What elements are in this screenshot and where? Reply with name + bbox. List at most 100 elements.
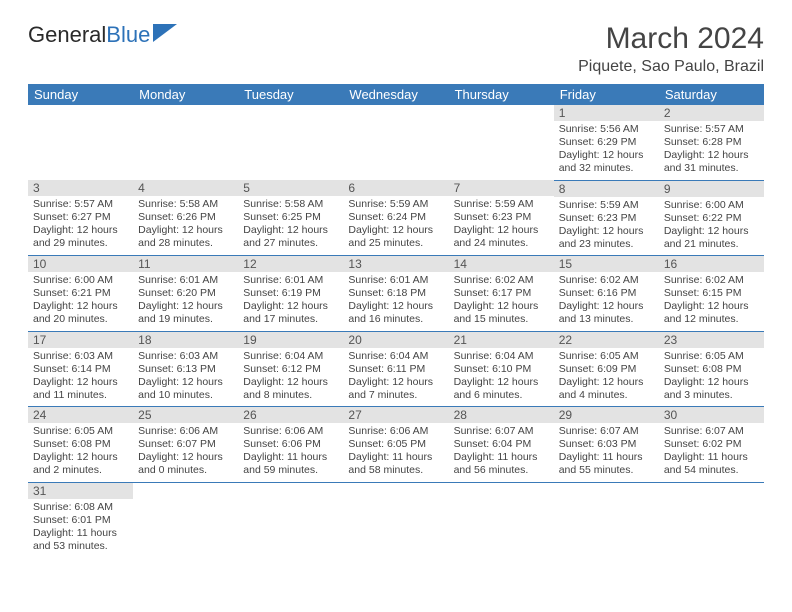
day-d1: Daylight: 12 hours [138,300,233,313]
day-number: 30 [659,407,764,423]
day-ss: Sunset: 6:14 PM [33,363,128,376]
calendar-cell [238,105,343,180]
day-ss: Sunset: 6:21 PM [33,287,128,300]
calendar-cell: 7Sunrise: 5:59 AMSunset: 6:23 PMDaylight… [449,180,554,256]
calendar-cell: 25Sunrise: 6:06 AMSunset: 6:07 PMDayligh… [133,407,238,483]
day-details: Sunrise: 6:05 AMSunset: 6:08 PMDaylight:… [659,348,764,407]
day-ss: Sunset: 6:27 PM [33,211,128,224]
day-d2: and 28 minutes. [138,237,233,250]
day-ss: Sunset: 6:18 PM [348,287,443,300]
day-ss: Sunset: 6:24 PM [348,211,443,224]
dow-wednesday: Wednesday [343,84,448,105]
day-number: 13 [343,256,448,272]
day-number: 14 [449,256,554,272]
day-number: 12 [238,256,343,272]
day-d2: and 23 minutes. [559,238,654,251]
day-number: 8 [554,181,659,197]
day-sr: Sunrise: 6:01 AM [243,274,338,287]
day-d1: Daylight: 11 hours [664,451,759,464]
calendar-cell: 28Sunrise: 6:07 AMSunset: 6:04 PMDayligh… [449,407,554,483]
calendar-cell: 5Sunrise: 5:58 AMSunset: 6:25 PMDaylight… [238,180,343,256]
calendar-cell [659,482,764,557]
day-details: Sunrise: 5:57 AMSunset: 6:28 PMDaylight:… [659,121,764,180]
dow-saturday: Saturday [659,84,764,105]
dow-thursday: Thursday [449,84,554,105]
calendar-cell: 21Sunrise: 6:04 AMSunset: 6:10 PMDayligh… [449,331,554,407]
day-number: 1 [554,105,659,121]
day-number: 16 [659,256,764,272]
day-details: Sunrise: 6:06 AMSunset: 6:05 PMDaylight:… [343,423,448,482]
day-details: Sunrise: 5:58 AMSunset: 6:25 PMDaylight:… [238,196,343,255]
day-sr: Sunrise: 6:05 AM [33,425,128,438]
day-d2: and 58 minutes. [348,464,443,477]
day-details: Sunrise: 6:01 AMSunset: 6:19 PMDaylight:… [238,272,343,331]
calendar-cell: 10Sunrise: 6:00 AMSunset: 6:21 PMDayligh… [28,256,133,332]
day-details: Sunrise: 5:58 AMSunset: 6:26 PMDaylight:… [133,196,238,255]
calendar-cell: 29Sunrise: 6:07 AMSunset: 6:03 PMDayligh… [554,407,659,483]
day-d2: and 25 minutes. [348,237,443,250]
day-sr: Sunrise: 6:04 AM [348,350,443,363]
day-d1: Daylight: 12 hours [454,300,549,313]
day-d2: and 27 minutes. [243,237,338,250]
day-details: Sunrise: 6:07 AMSunset: 6:03 PMDaylight:… [554,423,659,482]
calendar-cell: 16Sunrise: 6:02 AMSunset: 6:15 PMDayligh… [659,256,764,332]
day-number: 11 [133,256,238,272]
day-number: 2 [659,105,764,121]
day-sr: Sunrise: 5:57 AM [33,198,128,211]
day-d2: and 4 minutes. [559,389,654,402]
day-d2: and 21 minutes. [664,238,759,251]
day-d1: Daylight: 12 hours [138,451,233,464]
calendar-cell: 20Sunrise: 6:04 AMSunset: 6:11 PMDayligh… [343,331,448,407]
day-ss: Sunset: 6:13 PM [138,363,233,376]
calendar-cell: 4Sunrise: 5:58 AMSunset: 6:26 PMDaylight… [133,180,238,256]
calendar-cell [28,105,133,180]
day-number: 7 [449,180,554,196]
day-number: 9 [659,181,764,197]
day-d1: Daylight: 12 hours [664,300,759,313]
day-number: 4 [133,180,238,196]
day-d2: and 6 minutes. [454,389,549,402]
day-number: 5 [238,180,343,196]
day-d2: and 7 minutes. [348,389,443,402]
day-d2: and 15 minutes. [454,313,549,326]
day-d2: and 17 minutes. [243,313,338,326]
day-d1: Daylight: 12 hours [33,376,128,389]
day-d1: Daylight: 12 hours [138,224,233,237]
calendar-row: 10Sunrise: 6:00 AMSunset: 6:21 PMDayligh… [28,256,764,332]
day-details: Sunrise: 6:04 AMSunset: 6:11 PMDaylight:… [343,348,448,407]
day-number: 20 [343,332,448,348]
day-d2: and 20 minutes. [33,313,128,326]
day-ss: Sunset: 6:07 PM [138,438,233,451]
day-sr: Sunrise: 5:58 AM [138,198,233,211]
calendar-row: 31Sunrise: 6:08 AMSunset: 6:01 PMDayligh… [28,482,764,557]
day-d1: Daylight: 12 hours [559,376,654,389]
month-title: March 2024 [578,22,764,56]
calendar-cell: 31Sunrise: 6:08 AMSunset: 6:01 PMDayligh… [28,482,133,557]
calendar-cell: 12Sunrise: 6:01 AMSunset: 6:19 PMDayligh… [238,256,343,332]
day-d2: and 54 minutes. [664,464,759,477]
calendar-table: Sunday Monday Tuesday Wednesday Thursday… [28,84,764,557]
logo: GeneralBlue [28,22,179,48]
day-d1: Daylight: 12 hours [559,300,654,313]
day-ss: Sunset: 6:22 PM [664,212,759,225]
day-d1: Daylight: 12 hours [33,451,128,464]
logo-text-dark: General [28,22,106,48]
day-ss: Sunset: 6:23 PM [454,211,549,224]
calendar-cell [449,482,554,557]
day-number: 27 [343,407,448,423]
day-ss: Sunset: 6:20 PM [138,287,233,300]
day-ss: Sunset: 6:12 PM [243,363,338,376]
day-d1: Daylight: 11 hours [33,527,128,540]
day-sr: Sunrise: 6:02 AM [454,274,549,287]
day-details: Sunrise: 6:00 AMSunset: 6:21 PMDaylight:… [28,272,133,331]
day-sr: Sunrise: 6:05 AM [664,350,759,363]
dow-monday: Monday [133,84,238,105]
day-number: 10 [28,256,133,272]
day-number: 29 [554,407,659,423]
day-sr: Sunrise: 5:57 AM [664,123,759,136]
calendar-cell: 27Sunrise: 6:06 AMSunset: 6:05 PMDayligh… [343,407,448,483]
day-ss: Sunset: 6:09 PM [559,363,654,376]
calendar-cell: 30Sunrise: 6:07 AMSunset: 6:02 PMDayligh… [659,407,764,483]
day-number: 31 [28,483,133,499]
day-number: 15 [554,256,659,272]
